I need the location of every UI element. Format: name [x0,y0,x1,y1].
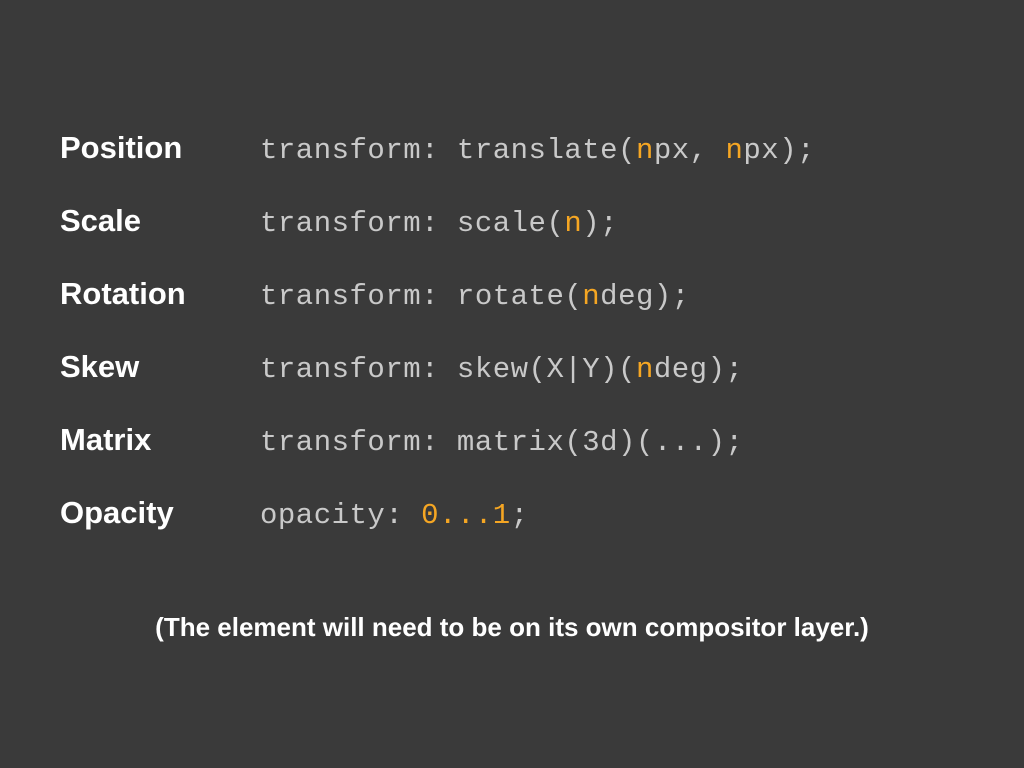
footnote: (The element will need to be on its own … [60,612,964,643]
code-highlight: n [582,280,600,313]
code-text: px, [654,134,726,167]
code-text: opacity: [260,499,421,532]
code-text: ); [582,207,618,240]
property-row: Scaletransform: scale(n); [60,203,964,240]
code-highlight: n [564,207,582,240]
property-code: transform: rotate(ndeg); [260,280,690,313]
code-text: ; [511,499,529,532]
property-row: Matrixtransform: matrix(3d)(...); [60,422,964,459]
property-row: Opacityopacity: 0...1; [60,495,964,532]
property-code: transform: translate(npx, npx); [260,134,815,167]
property-code: transform: matrix(3d)(...); [260,426,743,459]
property-label: Matrix [60,422,260,458]
code-text: transform: scale( [260,207,564,240]
code-text: transform: translate( [260,134,636,167]
code-highlight: n [636,134,654,167]
property-code: opacity: 0...1; [260,499,529,532]
slide: Positiontransform: translate(npx, npx);S… [0,0,1024,768]
code-highlight: n [636,353,654,386]
property-label: Rotation [60,276,260,312]
code-text: deg); [654,353,744,386]
code-text: deg); [600,280,690,313]
code-highlight: 0...1 [421,499,511,532]
property-label: Opacity [60,495,260,531]
property-label: Position [60,130,260,166]
property-label: Skew [60,349,260,385]
property-row: Rotationtransform: rotate(ndeg); [60,276,964,313]
property-label: Scale [60,203,260,239]
code-text: transform: matrix(3d)(...); [260,426,743,459]
property-code: transform: scale(n); [260,207,618,240]
code-highlight: n [726,134,744,167]
property-row: Positiontransform: translate(npx, npx); [60,130,964,167]
code-text: px); [743,134,815,167]
transform-property-list: Positiontransform: translate(npx, npx);S… [60,130,964,532]
code-text: transform: rotate( [260,280,582,313]
property-row: Skewtransform: skew(X|Y)(ndeg); [60,349,964,386]
property-code: transform: skew(X|Y)(ndeg); [260,353,743,386]
code-text: transform: skew(X|Y)( [260,353,636,386]
